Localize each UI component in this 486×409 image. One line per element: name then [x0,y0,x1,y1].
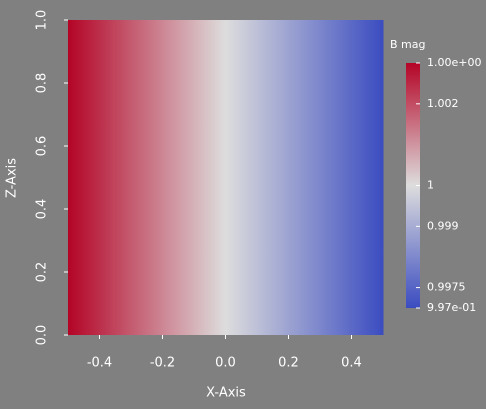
colorbar-tick-label: 1 [427,179,434,192]
heat-cell [162,20,195,335]
y-tick-label: 0.0 [35,325,50,346]
y-tick-label: 0.6 [35,136,50,157]
colorbar-tick-label: 9.97e-01 [427,301,476,314]
heat-cell [320,20,352,335]
heat-cell [194,20,226,335]
heat-cell [225,20,258,335]
colorbar-title: B mag [390,38,425,51]
x-tick-label: -0.2 [150,356,175,371]
heat-cell [99,20,132,335]
x-tick-label: 0.4 [341,356,362,371]
colorbar-tick-label: 1.002 [427,97,459,110]
heat-cell [131,20,163,335]
x-axis-label: X-Axis [206,386,246,401]
y-tick-label: 0.2 [35,262,50,283]
heat-cell [68,20,100,335]
heat-cell [351,20,384,335]
heat-cell [257,20,289,335]
colorbar-tick-label: 0.999 [427,219,459,232]
y-tick-label: 0.8 [35,73,50,94]
x-tick-label: -0.4 [87,356,112,371]
y-axis-label: Z-Axis [5,158,20,198]
colorbar-tick-label: 0.9975 [427,281,466,294]
heat-cell [288,20,321,335]
colorbar [406,63,420,308]
x-tick-label: 0.0 [215,356,236,371]
y-tick-label: 0.4 [35,199,50,220]
colorbar-tick-label: 1.00e+00 [427,56,481,69]
y-tick-label: 1.0 [35,10,50,31]
x-tick-label: 0.2 [278,356,299,371]
